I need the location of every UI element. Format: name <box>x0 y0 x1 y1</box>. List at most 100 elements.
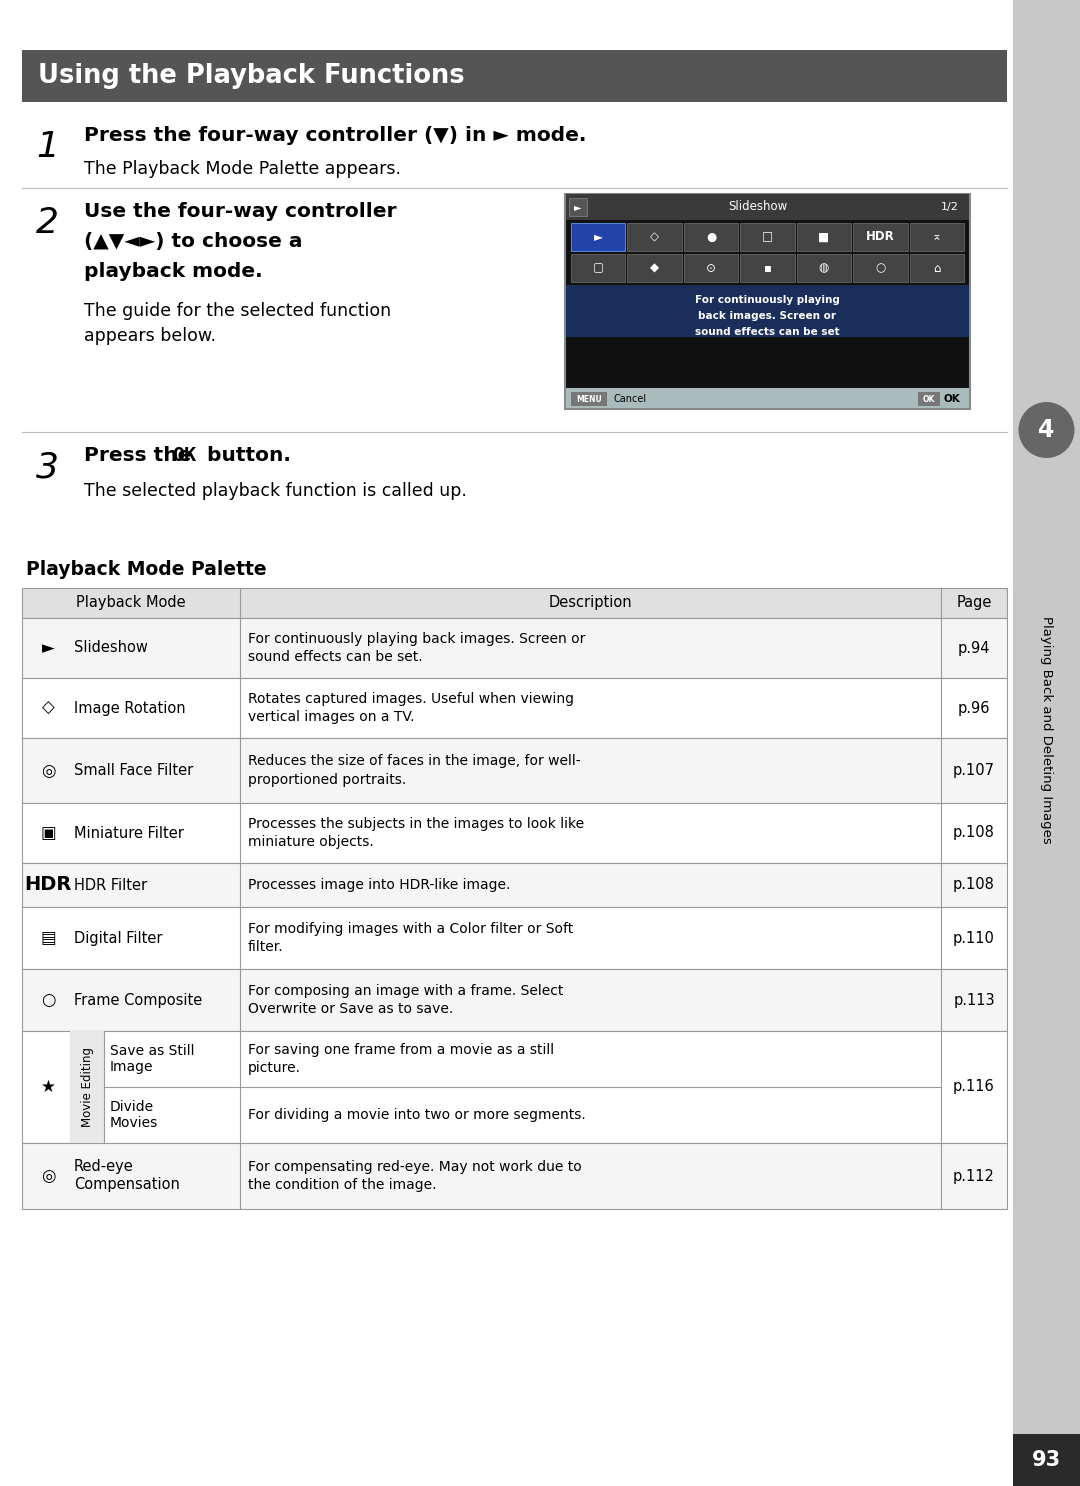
Bar <box>22 51 1007 103</box>
Text: The guide for the selected function
appears below.: The guide for the selected function appe… <box>84 302 391 345</box>
Text: Reduces the size of faces in the image, for well-
proportioned portraits.: Reduces the size of faces in the image, … <box>248 755 581 786</box>
Bar <box>22 618 1007 678</box>
Text: p.113: p.113 <box>954 993 995 1008</box>
Text: Playing Back and Deleting Images: Playing Back and Deleting Images <box>1040 617 1053 844</box>
Text: p.96: p.96 <box>958 700 990 715</box>
Bar <box>22 906 1007 969</box>
Text: Playback Mode Palette: Playback Mode Palette <box>26 560 267 580</box>
Text: 1/2: 1/2 <box>941 202 959 212</box>
Text: ⌂: ⌂ <box>933 262 941 275</box>
Text: p.112: p.112 <box>953 1168 995 1183</box>
Text: p.108: p.108 <box>953 878 995 893</box>
Text: ■: ■ <box>819 230 829 244</box>
Text: sound effects can be set: sound effects can be set <box>696 327 840 337</box>
Bar <box>566 285 969 337</box>
Text: ◇: ◇ <box>650 230 659 244</box>
Text: Processes image into HDR-like image.: Processes image into HDR-like image. <box>248 878 511 892</box>
Text: ◎: ◎ <box>41 761 55 780</box>
Bar <box>909 254 964 282</box>
Text: back images. Screen or: back images. Screen or <box>699 311 837 321</box>
Text: Press the four-way controller (▼) in ► mode.: Press the four-way controller (▼) in ► m… <box>84 126 586 146</box>
Text: For continuously playing: For continuously playing <box>696 296 840 305</box>
Text: For dividing a movie into two or more segments.: For dividing a movie into two or more se… <box>248 1109 585 1122</box>
Text: ▪: ▪ <box>764 262 771 275</box>
Text: For continuously playing back images. Screen or
sound effects can be set.: For continuously playing back images. Sc… <box>248 632 585 664</box>
Bar <box>571 223 625 251</box>
Bar <box>22 678 1007 739</box>
Text: ○: ○ <box>41 991 55 1009</box>
Text: p.116: p.116 <box>954 1079 995 1095</box>
Circle shape <box>1018 403 1075 458</box>
Bar <box>918 392 940 406</box>
Text: p.94: p.94 <box>958 640 990 655</box>
Bar <box>566 195 969 220</box>
Bar <box>22 1143 1007 1210</box>
Bar <box>797 223 851 251</box>
Bar <box>22 969 1007 1031</box>
Bar <box>566 388 969 409</box>
Bar <box>565 195 970 409</box>
Text: ★: ★ <box>41 1077 55 1097</box>
Bar <box>569 198 588 215</box>
Text: Movie Editing: Movie Editing <box>81 1048 94 1126</box>
Bar <box>740 223 795 251</box>
Bar <box>70 1031 104 1143</box>
Text: ◍: ◍ <box>819 262 829 275</box>
Text: HDR Filter: HDR Filter <box>75 878 147 893</box>
Bar <box>853 254 907 282</box>
Text: Frame Composite: Frame Composite <box>75 993 202 1008</box>
Bar <box>684 223 739 251</box>
Text: ⌅: ⌅ <box>932 230 942 244</box>
Text: For saving one frame from a movie as a still
picture.: For saving one frame from a movie as a s… <box>248 1043 554 1074</box>
Text: Digital Filter: Digital Filter <box>75 930 162 945</box>
Text: p.108: p.108 <box>953 826 995 841</box>
Text: Slideshow: Slideshow <box>75 640 148 655</box>
Bar <box>1013 1434 1080 1486</box>
Text: For compensating red-eye. May not work due to
the condition of the image.: For compensating red-eye. May not work d… <box>248 1161 582 1192</box>
Bar <box>22 802 1007 863</box>
Bar <box>627 254 681 282</box>
Text: 1: 1 <box>36 129 59 163</box>
Text: Red-eye
Compensation: Red-eye Compensation <box>75 1159 180 1192</box>
Text: ⊙: ⊙ <box>706 262 716 275</box>
Text: 4: 4 <box>1038 418 1055 441</box>
Text: Use the four-way controller: Use the four-way controller <box>84 202 396 221</box>
Text: button.: button. <box>200 446 291 465</box>
Text: ○: ○ <box>875 262 886 275</box>
Bar <box>1013 0 1080 1486</box>
Text: OK: OK <box>172 446 197 465</box>
Text: ►: ► <box>575 202 582 212</box>
Text: ●: ● <box>706 230 716 244</box>
Text: Description: Description <box>549 596 632 611</box>
Text: For modifying images with a Color filter or Soft
filter.: For modifying images with a Color filter… <box>248 921 573 954</box>
Text: The selected playback function is called up.: The selected playback function is called… <box>84 481 467 499</box>
Text: OK: OK <box>922 394 935 404</box>
Text: OK: OK <box>944 394 961 404</box>
Bar <box>22 739 1007 802</box>
Text: p.110: p.110 <box>953 930 995 945</box>
Text: ◆: ◆ <box>650 262 659 275</box>
Text: Using the Playback Functions: Using the Playback Functions <box>38 62 464 89</box>
Text: ◎: ◎ <box>41 1167 55 1184</box>
Text: MENU: MENU <box>576 394 602 404</box>
Text: ▢: ▢ <box>593 262 604 275</box>
Bar <box>740 254 795 282</box>
Bar <box>627 223 681 251</box>
Text: □: □ <box>761 230 773 244</box>
Text: playback mode.: playback mode. <box>84 262 262 281</box>
Text: ►: ► <box>594 230 603 244</box>
Text: HDR: HDR <box>25 875 71 895</box>
Text: Miniature Filter: Miniature Filter <box>75 826 184 841</box>
Text: For composing an image with a frame. Select
Overwrite or Save as to save.: For composing an image with a frame. Sel… <box>248 984 564 1016</box>
Text: (▲▼◄►) to choose a: (▲▼◄►) to choose a <box>84 232 302 251</box>
Text: Image Rotation: Image Rotation <box>75 700 186 715</box>
Text: ▣: ▣ <box>40 825 56 843</box>
Bar <box>684 254 739 282</box>
Text: Small Face Filter: Small Face Filter <box>75 762 193 779</box>
Text: 93: 93 <box>1031 1450 1061 1470</box>
Bar <box>571 254 625 282</box>
Bar <box>853 223 907 251</box>
Bar <box>22 1031 1007 1143</box>
Bar <box>571 392 607 406</box>
Text: Rotates captured images. Useful when viewing
vertical images on a TV.: Rotates captured images. Useful when vie… <box>248 692 573 724</box>
